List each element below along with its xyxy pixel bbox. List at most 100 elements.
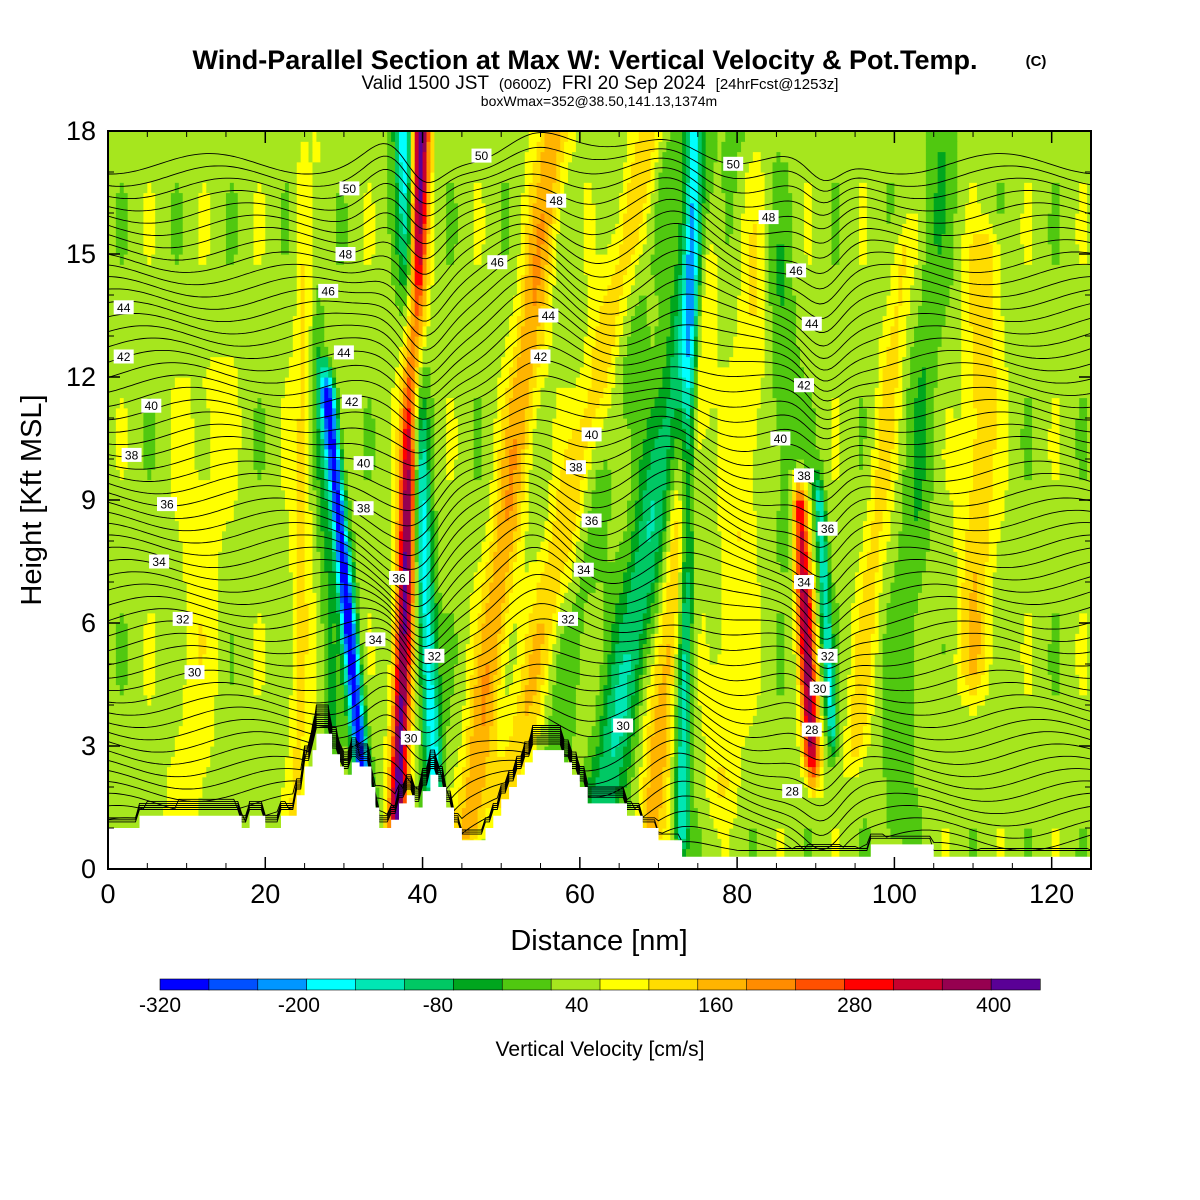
w-cell: [469, 715, 475, 727]
w-cell: [689, 366, 695, 378]
w-cell: [398, 612, 404, 624]
w-cell: [721, 612, 762, 624]
w-cell: [560, 602, 573, 614]
w-cell: [992, 356, 1006, 368]
w-cell: [646, 592, 656, 604]
w-cell: [1051, 612, 1061, 624]
w-cell: [115, 418, 129, 429]
w-cell: [662, 489, 667, 501]
w-cell: [552, 705, 577, 716]
w-cell: [733, 817, 864, 829]
w-cell: [363, 213, 376, 224]
w-cell: [615, 356, 624, 368]
w-cell: [516, 459, 522, 470]
w-cell: [642, 807, 648, 819]
w-cell: [741, 274, 750, 286]
w-cell: [379, 797, 384, 809]
w-cell: [253, 664, 266, 675]
w-cell: [434, 705, 439, 716]
w-cell: [115, 407, 129, 419]
w-cell: [210, 469, 239, 481]
w-cell: [406, 582, 412, 593]
w-cell: [296, 448, 306, 460]
w-cell: [678, 602, 683, 614]
w-cell: [921, 274, 954, 286]
w-cell: [316, 541, 325, 552]
w-cell: [611, 746, 616, 757]
w-cell: [658, 571, 664, 583]
w-cell: [513, 356, 518, 368]
w-cell: [890, 582, 923, 593]
w-cell: [819, 479, 825, 491]
w-cell: [630, 664, 636, 675]
w-cell: [1059, 653, 1076, 665]
w-cell: [583, 797, 593, 809]
w-cell: [855, 582, 864, 593]
w-cell: [524, 233, 530, 245]
w-cell: [371, 766, 376, 778]
w-cell: [418, 674, 424, 686]
w-cell: [552, 264, 557, 276]
w-cell: [422, 592, 428, 604]
w-cell: [666, 469, 671, 481]
w-cell: [442, 746, 447, 757]
w-cell: [292, 592, 298, 604]
w-cell: [485, 530, 494, 542]
w-cell: [965, 674, 982, 686]
w-cell: [324, 387, 329, 399]
w-cell: [328, 705, 337, 716]
w-cell: [497, 387, 506, 399]
w-cell: [127, 664, 144, 675]
w-cell: [398, 705, 404, 716]
w-cell: [489, 510, 494, 522]
w-cell: [894, 428, 899, 440]
w-cell: [666, 489, 671, 501]
w-cell: [803, 643, 809, 655]
w-cell: [446, 213, 459, 224]
w-cell: [410, 479, 416, 491]
w-cell: [658, 582, 664, 593]
w-cell: [835, 715, 840, 727]
w-cell: [406, 684, 412, 696]
w-cell: [481, 674, 490, 686]
w-cell: [300, 305, 306, 317]
w-cell: [870, 489, 876, 501]
w-cell: [324, 489, 329, 501]
w-cell: [827, 602, 833, 614]
w-cell: [705, 787, 719, 798]
w-cell: [398, 223, 404, 235]
w-cell: [552, 623, 557, 634]
w-cell: [166, 787, 203, 798]
w-cell: [1024, 828, 1033, 839]
w-cell: [438, 735, 443, 747]
w-cell: [253, 233, 266, 245]
w-cell: [650, 643, 656, 655]
w-cell: [473, 428, 483, 440]
w-cell: [623, 315, 632, 327]
w-cell: [296, 571, 306, 583]
w-cell: [662, 602, 667, 614]
w-cell: [477, 653, 498, 665]
w-cell: [847, 674, 856, 686]
w-cell: [874, 407, 880, 419]
w-cell: [800, 746, 805, 757]
w-cell: [674, 315, 683, 327]
w-cell: [650, 633, 656, 645]
w-cell: [308, 356, 314, 368]
w-cell: [839, 653, 852, 665]
w-cell: [398, 254, 404, 265]
w-cell: [465, 653, 475, 665]
w-cell: [387, 213, 396, 224]
w-cell: [402, 602, 408, 614]
w-cell: [815, 612, 821, 624]
w-cell: [343, 643, 349, 655]
w-cell: [866, 746, 884, 757]
w-cell: [402, 479, 408, 491]
w-cell: [670, 766, 675, 778]
w-cell: [288, 705, 298, 716]
w-cell: [281, 233, 290, 245]
w-cell: [108, 500, 172, 511]
w-cell: [520, 336, 538, 347]
w-cell: [807, 489, 813, 501]
w-cell: [422, 551, 428, 563]
